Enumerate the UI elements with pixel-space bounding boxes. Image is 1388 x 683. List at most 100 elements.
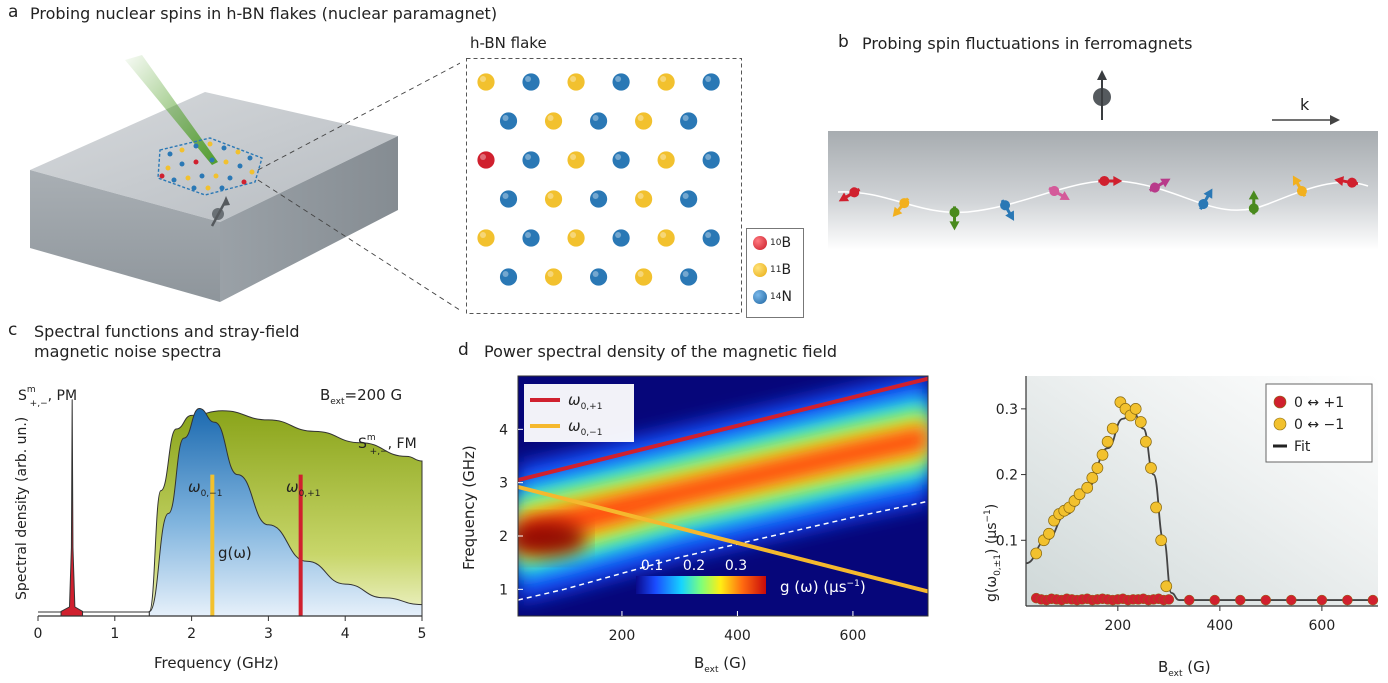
data-point-minus	[1129, 403, 1142, 415]
panel-d-letter: d	[458, 340, 469, 360]
heatmap-ytick-label: 2	[499, 529, 508, 545]
c-xtick-label: 1	[110, 626, 119, 642]
heatmap-ytick-label: 4	[499, 422, 508, 438]
panel-d-title: Power spectral density of the magnetic f…	[484, 342, 838, 361]
heatmap-ylabel: Frequency (GHz)	[460, 445, 478, 570]
n14-atom	[701, 150, 721, 170]
n14-atom	[611, 150, 631, 170]
data-point-plus	[1183, 594, 1195, 606]
colorbar-label: g (ω) (μs−1)	[780, 578, 866, 596]
n14-atom	[611, 72, 631, 92]
nv-probe-spin-icon	[1093, 70, 1111, 120]
b11-atom	[656, 150, 676, 170]
data-point-minus	[1073, 488, 1086, 501]
c-xlabel: Frequency (GHz)	[154, 654, 279, 672]
panel-b-letter: b	[838, 32, 849, 52]
data-point-minus	[1134, 416, 1147, 428]
n14-atom	[589, 189, 608, 209]
fm-label: Sm +,−, FM	[358, 433, 417, 457]
data-point-minus	[1140, 435, 1152, 448]
spin-wave-curve	[837, 180, 1369, 214]
pm-label: Sm +,−, PM	[18, 385, 77, 409]
spin-arrow-icon	[1148, 178, 1171, 193]
data-point-plus	[1316, 594, 1328, 606]
heatmap-xtick-label: 400	[724, 628, 751, 644]
spin-arrow-icon	[1248, 190, 1259, 215]
b11-atom	[634, 111, 654, 131]
n14-atom	[679, 189, 699, 209]
c-ylabel: Spectral density (arb. un.)	[14, 417, 30, 600]
data-point-minus	[1091, 462, 1104, 474]
legend-omega-minus: ω0,−1	[568, 417, 602, 438]
n14-atom	[701, 228, 721, 248]
b11-atom	[656, 72, 676, 92]
heatmap-ytick-label: 1	[499, 582, 508, 598]
c-xtick-label: 0	[34, 626, 43, 642]
data-point-minus	[1030, 547, 1043, 560]
n14-atom	[679, 267, 699, 287]
g-omega-label: g(ω)	[218, 544, 252, 562]
data-point-plus	[1209, 594, 1221, 606]
isotope-legend: 10 B 11 B 14 N	[746, 228, 804, 318]
c-xtick-label: 4	[341, 626, 350, 642]
pm-spectral-peak	[60, 399, 84, 617]
substrate-front-face	[30, 170, 220, 302]
data-point-plus	[1286, 594, 1297, 606]
b10-atom-icon	[753, 236, 767, 250]
scatter-xlabel: Bext (G)	[1158, 658, 1211, 679]
scatter-xtick-label: 400	[1206, 618, 1233, 634]
b11-atom	[544, 189, 563, 209]
scatter-ytick-label: 0.1	[996, 533, 1018, 549]
heatmap-xlabel: Bext (G)	[694, 654, 747, 675]
data-point-plus	[1342, 594, 1353, 606]
n14-atom	[499, 189, 518, 209]
spin-arrow-icon	[838, 187, 861, 202]
b10-atom	[476, 150, 496, 170]
data-point-minus	[1086, 472, 1099, 484]
panel-a-title: Probing nuclear spins in h-BN flakes (nu…	[30, 4, 498, 23]
data-point-minus	[1096, 449, 1109, 461]
data-point-minus	[1106, 422, 1119, 435]
scatter-ytick-label: 0.2	[996, 468, 1018, 484]
g-vs-bext-scatter-chart: 200 400 600 0.1 0.2 0.3 0 ↔ +1 0 ↔ −1 Fit g(ω0,±…	[983, 376, 1379, 679]
ferromagnet-slab	[828, 131, 1378, 250]
scatter-ytick-label: 0.3	[996, 402, 1018, 418]
colorbar-tick-label: 0.1	[641, 558, 663, 574]
psd-ridge	[518, 425, 928, 549]
hbn-flake-title: h-BN flake	[470, 34, 547, 52]
spin-arrow-icon	[949, 206, 960, 231]
nv-spin-arrow-icon	[210, 196, 230, 227]
legend-b11: 11 B	[753, 262, 791, 278]
g-omega-area	[148, 408, 423, 617]
b11-atom-icon	[753, 263, 767, 277]
b11-atom	[566, 150, 586, 170]
legend-n14: 14 N	[753, 289, 792, 305]
b11-atom	[476, 228, 496, 248]
spectral-function-chart: Sm +,−, PM Bext=200 G Sm +,−, FM ω0,−1 ω0,…	[14, 385, 427, 672]
colorbar: 0.1 0.2 0.3 g (ω) (μs−1)	[636, 558, 866, 596]
b11-atom	[476, 72, 496, 92]
c-xtick-label: 5	[418, 626, 427, 642]
data-point-minus	[1081, 481, 1094, 494]
nv-tip-over-substrate-illustration	[30, 55, 460, 311]
laser-beam	[125, 55, 218, 165]
hbn-flake-on-substrate	[157, 137, 263, 196]
spin-arrow-icon	[1292, 175, 1307, 197]
heatmap-legend: ω0,+1 ω0,−1	[524, 384, 634, 442]
omega-minus-line	[518, 484, 928, 594]
omega-minus-label: ω0,−1	[188, 478, 222, 499]
panel-c-title-line1: Spectral functions and stray-field	[34, 322, 300, 341]
n14-atom	[611, 228, 631, 248]
n14-atom	[521, 150, 541, 170]
b11-atom	[634, 189, 654, 209]
data-point-minus	[1101, 435, 1114, 448]
psd-hotspot	[518, 520, 587, 557]
heatmap-xtick-label: 200	[609, 628, 636, 644]
data-point-plus	[1367, 594, 1379, 606]
data-point-minus	[1145, 462, 1157, 474]
spin-arrow-icon	[1000, 199, 1015, 221]
spin-arrow-icon	[1334, 176, 1359, 188]
c-xtick-label: 3	[264, 626, 273, 642]
b11-atom	[544, 267, 563, 287]
scatter-legend-label: 0 ↔ +1	[1294, 395, 1344, 411]
